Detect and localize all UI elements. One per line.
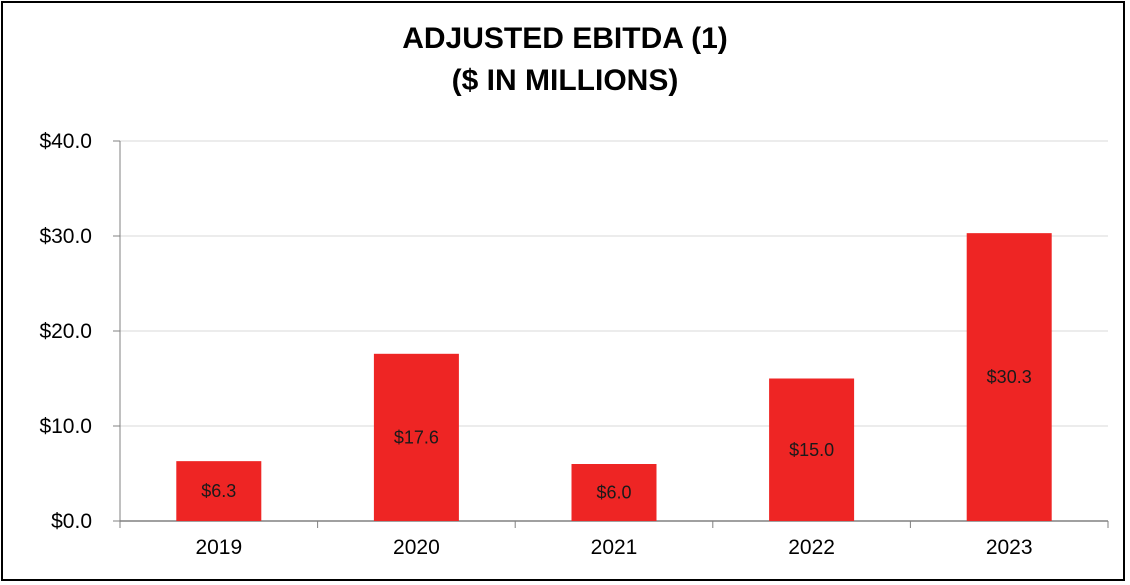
y-tick-label: $30.0 [39, 225, 92, 248]
bar-data-label: $17.6 [394, 427, 439, 447]
x-tick-label: 2019 [195, 536, 242, 559]
y-tick-label: $0.0 [51, 510, 92, 533]
x-tick-label: 2020 [393, 536, 440, 559]
chart-title-line: ADJUSTED EBITDA (1) [402, 22, 728, 55]
bar [373, 353, 459, 521]
x-tick-label: 2023 [986, 536, 1033, 559]
bars [176, 233, 1052, 521]
bar [966, 233, 1052, 521]
x-tick-label: 2021 [591, 536, 638, 559]
chart-title: ADJUSTED EBITDA (1) ($ IN MILLIONS) [0, 18, 1130, 102]
y-tick-label: $40.0 [39, 130, 92, 153]
bar-data-label: $30.3 [987, 367, 1032, 387]
x-tick-label: 2022 [788, 536, 835, 559]
bar-data-label: $6.0 [596, 483, 631, 503]
bar [571, 464, 657, 521]
labels: $0.0 $10.0 $20.0 $30.0 $40.0 $6.3 2019 $17.6 202… [39, 130, 1032, 559]
bar [176, 461, 262, 521]
bar-data-label: $6.3 [201, 481, 236, 501]
y-tick-label: $20.0 [39, 320, 92, 343]
y-tick-label: $10.0 [39, 415, 92, 438]
bar-data-label: $15.0 [789, 440, 834, 460]
chart-subtitle-line: ($ IN MILLIONS) [451, 64, 679, 97]
gridlines [120, 140, 1108, 427]
bar [769, 378, 855, 521]
